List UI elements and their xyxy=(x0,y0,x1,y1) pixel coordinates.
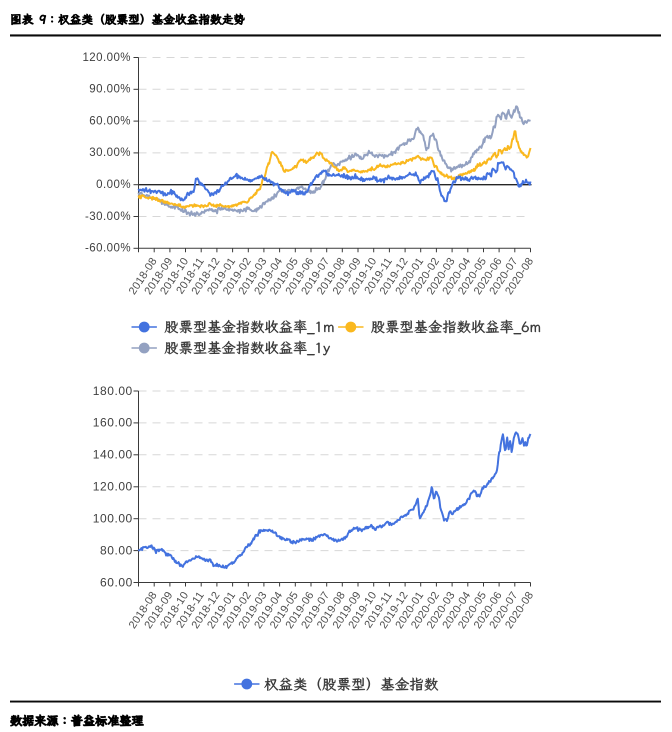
svg-text:120.00: 120.00 xyxy=(93,480,133,494)
svg-text:120.00%: 120.00% xyxy=(82,52,131,64)
svg-text:140.00: 140.00 xyxy=(93,448,133,462)
svg-text:60.00%: 60.00% xyxy=(89,115,131,127)
svg-text:60.00: 60.00 xyxy=(100,575,133,589)
svg-text:100.00: 100.00 xyxy=(93,512,133,526)
svg-text:30.00%: 30.00% xyxy=(89,147,131,159)
svg-text:160.00: 160.00 xyxy=(93,416,133,430)
svg-text:-30.00%: -30.00% xyxy=(85,211,131,223)
svg-text:0.00%: 0.00% xyxy=(96,179,131,191)
svg-text:80.00: 80.00 xyxy=(100,543,133,557)
svg-text:180.00: 180.00 xyxy=(93,384,133,398)
svg-text:-60.00%: -60.00% xyxy=(85,243,131,255)
svg-text:90.00%: 90.00% xyxy=(89,84,131,96)
